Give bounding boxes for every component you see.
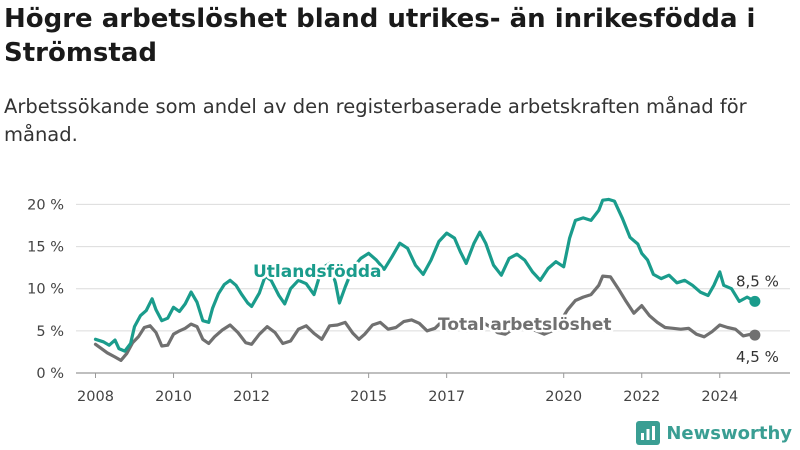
chart-title: Högre arbetslöshet bland utrikes- än inr… xyxy=(4,4,756,68)
x-tick-label: 2022 xyxy=(623,389,660,405)
y-tick-label: 20 % xyxy=(27,197,64,213)
bar-chart-logo-icon xyxy=(636,421,661,445)
x-tick-label: 2020 xyxy=(545,389,582,405)
series-labels: 8,5 %4,5 %UtlandsföddaUtlandsföddaTotal … xyxy=(251,260,779,367)
gridlines xyxy=(76,203,790,374)
x-tick-label: 2015 xyxy=(350,389,387,405)
x-tick-label: 2008 xyxy=(77,389,114,405)
series-line-total xyxy=(93,274,757,362)
y-tick-label: 5 % xyxy=(36,324,64,340)
series-label-utlandsfodda-halo: Utlandsfödda xyxy=(253,262,382,282)
x-tick-label: 2024 xyxy=(701,389,738,405)
series-label-total: Total arbetslöshet xyxy=(438,315,612,335)
y-axis: 0 % 5 % 10 % 15 % 20 % xyxy=(27,197,64,382)
end-label-total: 4,5 % xyxy=(736,348,779,366)
x-axis: 2008 2010 2012 2015 2017 2020 2022 2024 xyxy=(77,373,738,405)
x-tick-label: 2012 xyxy=(233,389,270,405)
series-end-marker xyxy=(749,329,761,341)
y-tick-label: 10 % xyxy=(27,282,64,298)
end-label-utlandsfodda: 8,5 % xyxy=(736,272,779,290)
chart-subtitle: Arbetssökande som andel av den registerb… xyxy=(4,95,747,146)
x-tick-label: 2010 xyxy=(155,389,192,405)
series-label-utlandsfodda: Utlandsfödda xyxy=(253,262,382,282)
newsworthy-logo: Newsworthy xyxy=(636,420,792,446)
series-end-marker xyxy=(749,295,761,307)
x-tick-label: 2017 xyxy=(428,389,465,405)
y-tick-label: 0 % xyxy=(36,366,64,382)
series-label-total-halo: Total arbetslöshet xyxy=(438,315,612,335)
y-tick-label: 15 % xyxy=(27,240,64,256)
brand-name: Newsworthy xyxy=(666,422,792,444)
series-line-utlandsfodda xyxy=(93,197,757,353)
series-lines xyxy=(93,197,761,362)
